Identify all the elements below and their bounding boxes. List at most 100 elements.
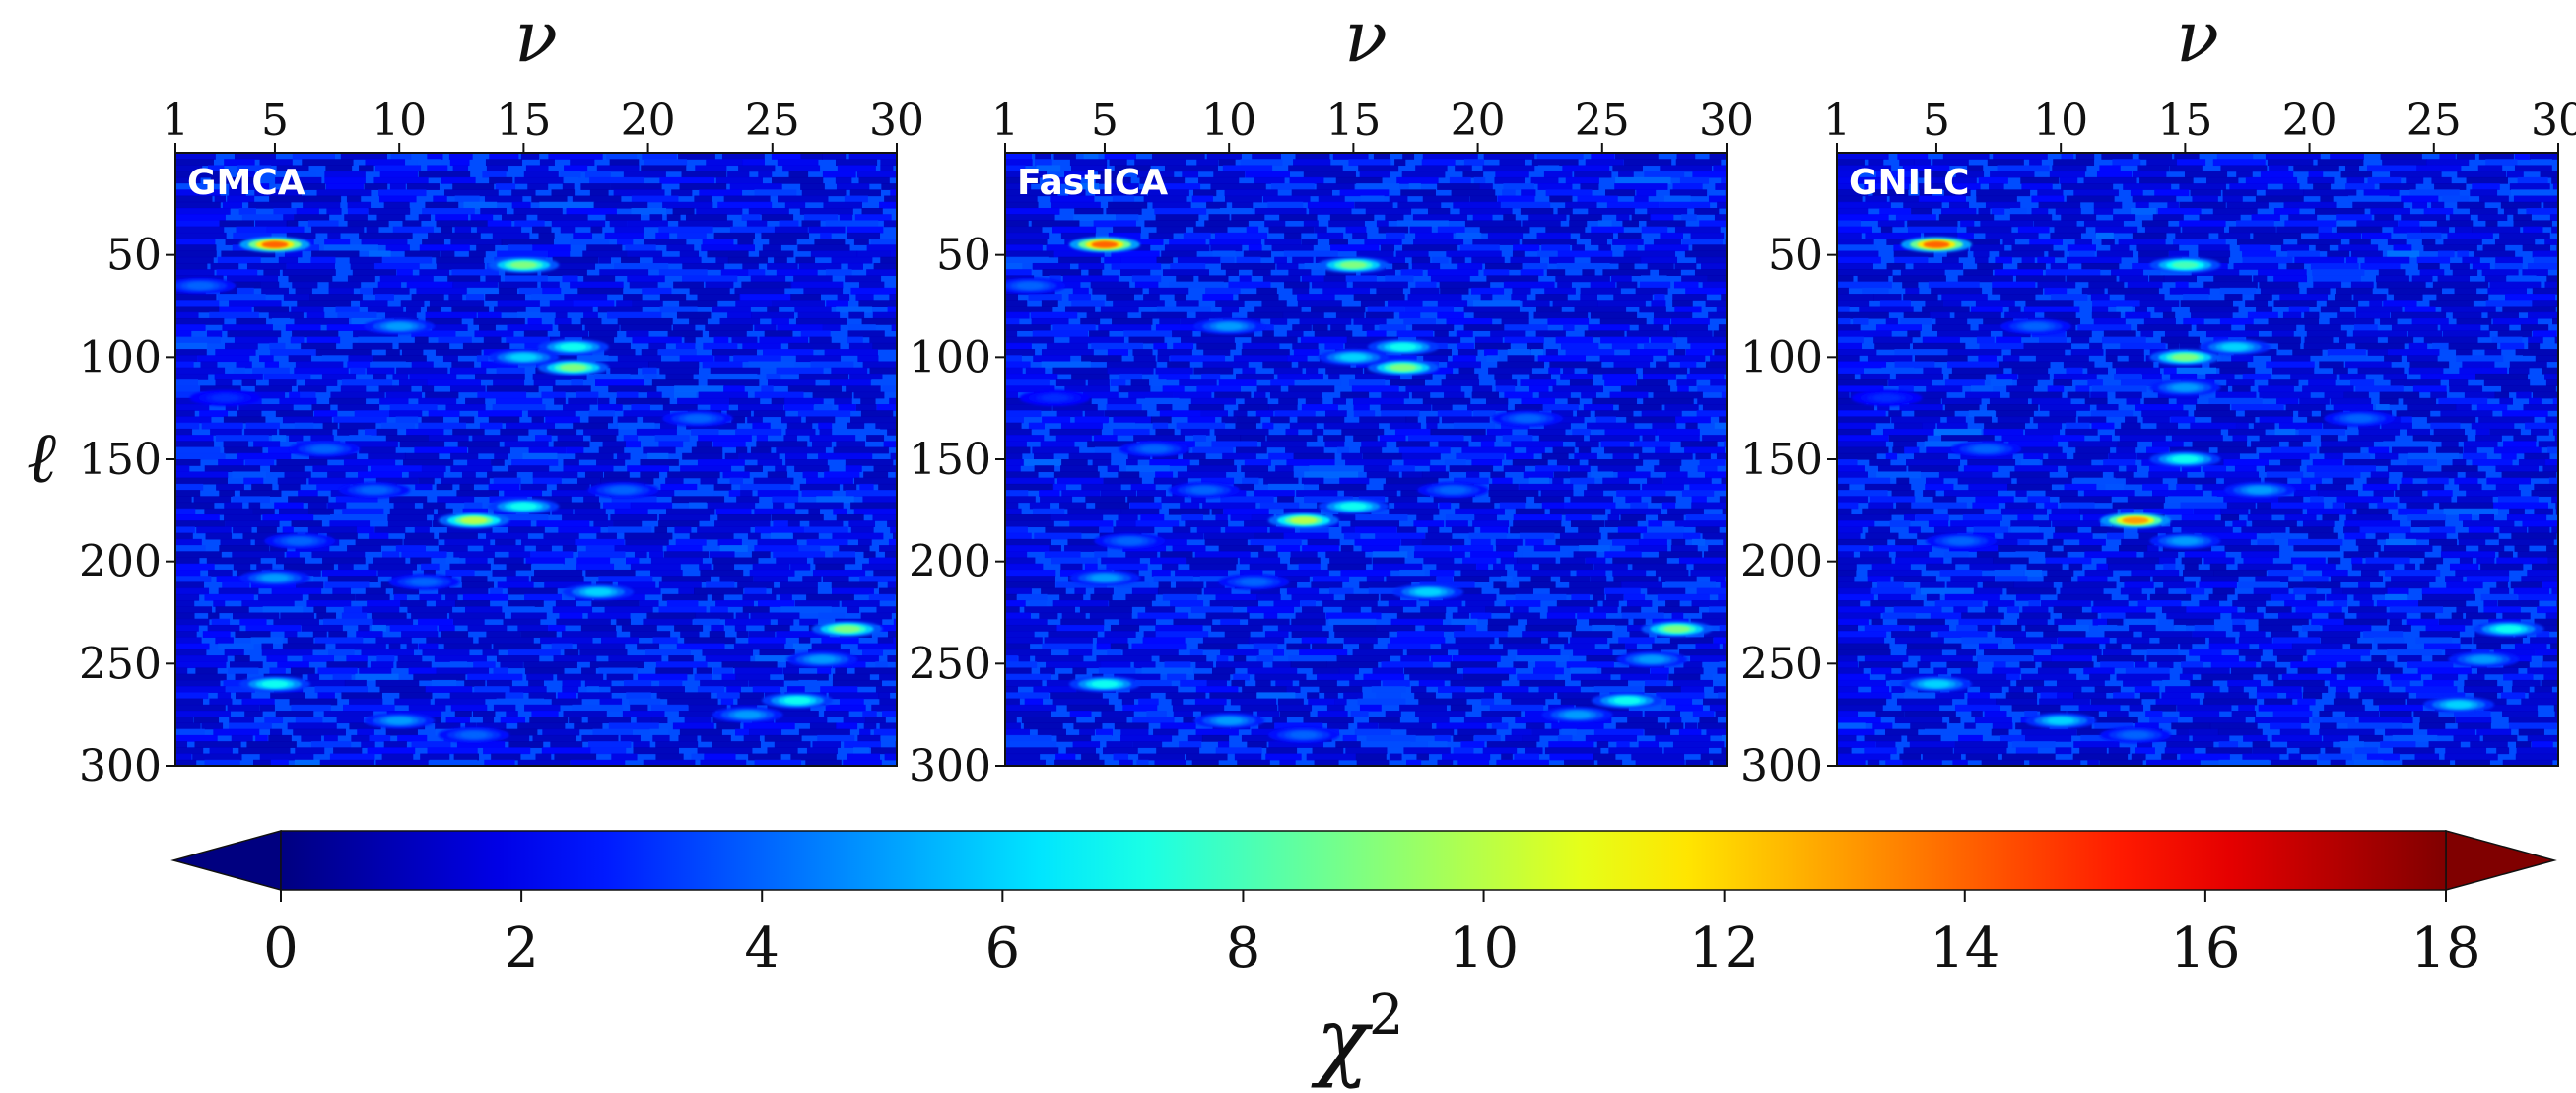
heatmap-hotspot <box>1564 711 1592 718</box>
heatmap-cell <box>294 759 321 766</box>
heatmap-cell <box>650 557 703 565</box>
heatmap-cell <box>493 477 521 485</box>
heatmap-cell <box>225 404 238 411</box>
heatmap-cell <box>2267 159 2314 167</box>
heatmap-cell <box>1423 355 1449 363</box>
heatmap-cell <box>2452 459 2467 466</box>
heatmap-cell <box>1882 428 1934 436</box>
heatmap-cell <box>1978 176 2008 184</box>
heatmap-cell <box>1156 226 1186 234</box>
heatmap-cell <box>1699 717 1718 724</box>
heatmap-cell <box>1363 465 1390 473</box>
heatmap-cell <box>292 153 336 160</box>
heatmap-cell <box>715 508 752 515</box>
heatmap-cell <box>259 159 293 167</box>
heatmap-cell <box>1859 306 1914 313</box>
heatmap-cell <box>2355 311 2391 319</box>
heatmap-cell <box>2528 336 2543 344</box>
heatmap-cell <box>1005 250 1054 258</box>
heatmap-cell <box>2501 471 2557 479</box>
heatmap-cell <box>175 526 195 534</box>
heatmap-cell <box>2385 538 2417 546</box>
heatmap-cell <box>2101 153 2133 160</box>
heatmap-cell <box>837 294 850 301</box>
heatmap-cell <box>871 704 897 712</box>
heatmap-cell <box>175 637 202 645</box>
heatmap-cell <box>655 741 699 748</box>
heatmap-cell <box>1215 513 1228 521</box>
heatmap-cell <box>1388 465 1415 473</box>
heatmap-cell <box>500 428 529 436</box>
heatmap-cell <box>1690 618 1727 626</box>
heatmap-cell <box>352 269 397 276</box>
heatmap-cell <box>1060 563 1083 571</box>
heatmap-cell <box>2509 361 2547 369</box>
heatmap-cell <box>1678 728 1702 736</box>
heatmap-cell <box>1254 532 1285 540</box>
heatmap-cell <box>1996 410 2034 418</box>
heatmap-cell <box>1232 201 1254 209</box>
heatmap-cell <box>2193 508 2222 515</box>
heatmap-cell <box>1696 587 1727 595</box>
heatmap-cell <box>517 722 566 730</box>
heatmap-cell <box>558 324 583 331</box>
heatmap-cell <box>2181 526 2233 534</box>
heatmap-cell <box>527 410 576 418</box>
heatmap-cell <box>756 441 808 448</box>
heatmap-cell <box>2226 379 2255 386</box>
heatmap-cell <box>1304 496 1353 504</box>
heatmap-cell <box>584 171 611 178</box>
heatmap-cell <box>2532 250 2558 258</box>
heatmap-cell <box>845 275 882 283</box>
heatmap-cell <box>2368 446 2390 454</box>
heatmap-cell <box>697 747 753 755</box>
heatmap-cell <box>787 520 800 528</box>
heatmap-cell <box>2407 513 2446 521</box>
heatmap-cell <box>1593 593 1605 601</box>
heatmap-cell <box>1196 526 1221 534</box>
heatmap-cell <box>844 741 881 748</box>
heatmap-cell <box>817 734 855 742</box>
heatmap-cell <box>2477 214 2508 222</box>
heatmap-cell <box>1401 471 1423 479</box>
heatmap-cell <box>1389 508 1440 515</box>
heatmap-cell <box>175 532 193 540</box>
heatmap-cell <box>2344 502 2369 510</box>
heatmap-cell <box>2458 532 2499 540</box>
heatmap-cell <box>243 477 264 485</box>
heatmap-cell <box>2053 435 2085 442</box>
heatmap-cell <box>1208 214 1230 222</box>
heatmap-cell <box>1494 373 1513 380</box>
heatmap-cell <box>544 581 592 589</box>
heatmap-cell <box>330 513 386 521</box>
heatmap-cell <box>1588 207 1635 215</box>
heatmap-cell <box>1674 262 1697 270</box>
heatmap-cell <box>341 379 393 386</box>
heatmap-cell <box>604 606 653 614</box>
heatmap-cell <box>735 673 771 681</box>
heatmap-cell <box>219 545 270 552</box>
heatmap-cell <box>1992 281 2036 289</box>
heatmap-cell <box>887 520 897 528</box>
heatmap-cell <box>1425 532 1453 540</box>
heatmap-cell <box>2317 159 2364 167</box>
heatmap-cell <box>1669 637 1714 645</box>
heatmap-cell <box>878 483 897 491</box>
heatmap-cell <box>224 446 263 454</box>
heatmap-cell <box>1702 532 1727 540</box>
heatmap-cell <box>1930 311 1950 319</box>
heatmap-cell <box>232 496 270 504</box>
heatmap-cell <box>1527 428 1566 436</box>
heatmap-cell <box>175 624 199 632</box>
heatmap-cell <box>299 391 316 399</box>
heatmap-cell <box>1307 201 1355 209</box>
heatmap-cell <box>2066 256 2122 264</box>
heatmap-cell <box>850 416 897 424</box>
heatmap-cell <box>1151 569 1171 577</box>
heatmap-cell <box>279 397 317 405</box>
heatmap-cell <box>1256 385 1281 393</box>
heatmap-cell <box>812 569 866 577</box>
heatmap-cell <box>607 311 662 319</box>
heatmap-cell <box>214 373 263 380</box>
heatmap-cell <box>743 722 795 730</box>
